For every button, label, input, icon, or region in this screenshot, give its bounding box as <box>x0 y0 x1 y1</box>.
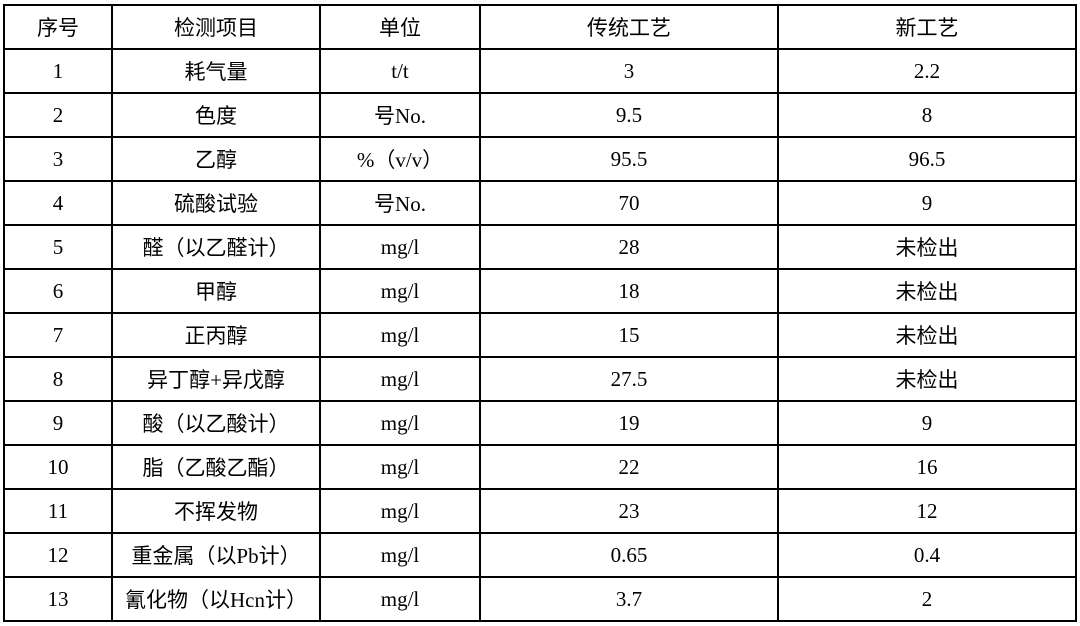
cell-unit: mg/l <box>320 533 480 577</box>
cell-item: 重金属（以Pb计） <box>112 533 320 577</box>
cell-traditional: 9.5 <box>480 93 778 137</box>
cell-unit: mg/l <box>320 225 480 269</box>
cell-new: 未检出 <box>778 357 1076 401</box>
cell-item: 脂（乙酸乙酯） <box>112 445 320 489</box>
cell-new: 9 <box>778 401 1076 445</box>
cell-unit: mg/l <box>320 269 480 313</box>
table-header-row: 序号 检测项目 单位 传统工艺 新工艺 <box>4 5 1076 49</box>
cell-index: 4 <box>4 181 112 225</box>
table-row: 7 正丙醇 mg/l 15 未检出 <box>4 313 1076 357</box>
cell-new: 2 <box>778 577 1076 621</box>
cell-item: 醛（以乙醛计） <box>112 225 320 269</box>
col-header-unit: 单位 <box>320 5 480 49</box>
cell-traditional: 3 <box>480 49 778 93</box>
cell-traditional: 95.5 <box>480 137 778 181</box>
table-row: 9 酸（以乙酸计） mg/l 19 9 <box>4 401 1076 445</box>
table-row: 2 色度 号No. 9.5 8 <box>4 93 1076 137</box>
cell-item: 甲醇 <box>112 269 320 313</box>
cell-traditional: 27.5 <box>480 357 778 401</box>
cell-unit: t/t <box>320 49 480 93</box>
cell-index: 8 <box>4 357 112 401</box>
cell-index: 3 <box>4 137 112 181</box>
cell-traditional: 28 <box>480 225 778 269</box>
cell-index: 11 <box>4 489 112 533</box>
cell-traditional: 22 <box>480 445 778 489</box>
cell-index: 6 <box>4 269 112 313</box>
col-header-item: 检测项目 <box>112 5 320 49</box>
cell-unit: mg/l <box>320 577 480 621</box>
cell-traditional: 70 <box>480 181 778 225</box>
cell-new: 2.2 <box>778 49 1076 93</box>
cell-unit: mg/l <box>320 489 480 533</box>
table-row: 4 硫酸试验 号No. 70 9 <box>4 181 1076 225</box>
cell-item: 不挥发物 <box>112 489 320 533</box>
cell-index: 9 <box>4 401 112 445</box>
cell-new: 0.4 <box>778 533 1076 577</box>
table-row: 3 乙醇 %（v/v） 95.5 96.5 <box>4 137 1076 181</box>
cell-index: 2 <box>4 93 112 137</box>
cell-item: 氰化物（以Hcn计） <box>112 577 320 621</box>
cell-unit: mg/l <box>320 401 480 445</box>
cell-unit: mg/l <box>320 357 480 401</box>
cell-new: 16 <box>778 445 1076 489</box>
cell-item: 异丁醇+异戊醇 <box>112 357 320 401</box>
col-header-traditional: 传统工艺 <box>480 5 778 49</box>
cell-unit: 号No. <box>320 181 480 225</box>
cell-new: 96.5 <box>778 137 1076 181</box>
cell-new: 9 <box>778 181 1076 225</box>
cell-traditional: 15 <box>480 313 778 357</box>
cell-traditional: 23 <box>480 489 778 533</box>
cell-index: 5 <box>4 225 112 269</box>
cell-new: 8 <box>778 93 1076 137</box>
cell-unit: mg/l <box>320 445 480 489</box>
cell-index: 13 <box>4 577 112 621</box>
cell-traditional: 3.7 <box>480 577 778 621</box>
table-row: 8 异丁醇+异戊醇 mg/l 27.5 未检出 <box>4 357 1076 401</box>
cell-index: 1 <box>4 49 112 93</box>
cell-item: 正丙醇 <box>112 313 320 357</box>
comparison-table: 序号 检测项目 单位 传统工艺 新工艺 1 耗气量 t/t 3 2.2 2 色度… <box>3 4 1077 622</box>
cell-item: 酸（以乙酸计） <box>112 401 320 445</box>
cell-traditional: 0.65 <box>480 533 778 577</box>
cell-unit: 号No. <box>320 93 480 137</box>
table-row: 10 脂（乙酸乙酯） mg/l 22 16 <box>4 445 1076 489</box>
cell-new: 未检出 <box>778 269 1076 313</box>
cell-item: 耗气量 <box>112 49 320 93</box>
table-row: 12 重金属（以Pb计） mg/l 0.65 0.4 <box>4 533 1076 577</box>
cell-traditional: 18 <box>480 269 778 313</box>
cell-traditional: 19 <box>480 401 778 445</box>
col-header-index: 序号 <box>4 5 112 49</box>
table-row: 13 氰化物（以Hcn计） mg/l 3.7 2 <box>4 577 1076 621</box>
table-row: 1 耗气量 t/t 3 2.2 <box>4 49 1076 93</box>
cell-index: 7 <box>4 313 112 357</box>
cell-index: 10 <box>4 445 112 489</box>
cell-new: 12 <box>778 489 1076 533</box>
cell-item: 色度 <box>112 93 320 137</box>
cell-unit: mg/l <box>320 313 480 357</box>
cell-new: 未检出 <box>778 313 1076 357</box>
table-row: 6 甲醇 mg/l 18 未检出 <box>4 269 1076 313</box>
cell-index: 12 <box>4 533 112 577</box>
col-header-new: 新工艺 <box>778 5 1076 49</box>
table-row: 5 醛（以乙醛计） mg/l 28 未检出 <box>4 225 1076 269</box>
table-body: 1 耗气量 t/t 3 2.2 2 色度 号No. 9.5 8 3 乙醇 %（v… <box>4 49 1076 621</box>
cell-item: 硫酸试验 <box>112 181 320 225</box>
cell-new: 未检出 <box>778 225 1076 269</box>
table-row: 11 不挥发物 mg/l 23 12 <box>4 489 1076 533</box>
cell-unit: %（v/v） <box>320 137 480 181</box>
cell-item: 乙醇 <box>112 137 320 181</box>
